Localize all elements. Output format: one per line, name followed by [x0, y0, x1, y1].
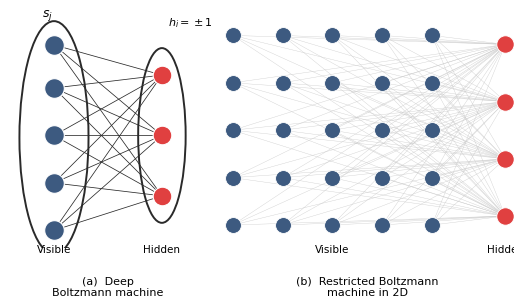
Point: [501, 214, 509, 218]
Point: [501, 42, 509, 47]
Text: Visible: Visible: [315, 246, 350, 255]
Point: [279, 128, 287, 133]
Point: [279, 223, 287, 227]
Point: [50, 181, 58, 185]
Text: $s_j$: $s_j$: [42, 8, 53, 23]
Point: [378, 80, 387, 85]
Point: [428, 223, 436, 227]
Point: [50, 228, 58, 233]
Point: [428, 128, 436, 133]
Text: $h_i = \pm 1$: $h_i = \pm 1$: [169, 16, 213, 30]
Point: [328, 128, 337, 133]
Point: [279, 175, 287, 180]
Point: [378, 33, 387, 38]
Point: [428, 80, 436, 85]
Point: [328, 223, 337, 227]
Point: [378, 175, 387, 180]
Point: [378, 128, 387, 133]
Point: [229, 223, 237, 227]
Point: [158, 194, 166, 198]
Point: [50, 133, 58, 138]
Point: [229, 80, 237, 85]
Point: [428, 175, 436, 180]
Text: Hidden: Hidden: [487, 246, 514, 255]
Text: (b)  Restricted Boltzmann
machine in 2D: (b) Restricted Boltzmann machine in 2D: [296, 277, 439, 298]
Text: Visible: Visible: [37, 246, 71, 255]
Point: [229, 175, 237, 180]
Point: [328, 175, 337, 180]
Point: [328, 80, 337, 85]
Point: [158, 133, 166, 138]
Point: [279, 33, 287, 38]
Point: [428, 33, 436, 38]
Point: [378, 223, 387, 227]
Point: [328, 33, 337, 38]
Point: [279, 80, 287, 85]
Point: [158, 73, 166, 78]
Point: [501, 99, 509, 104]
Point: [50, 85, 58, 90]
Point: [229, 33, 237, 38]
Point: [501, 156, 509, 161]
Point: [229, 128, 237, 133]
Text: Hidden: Hidden: [143, 246, 180, 255]
Text: (a)  Deep
Boltzmann machine: (a) Deep Boltzmann machine: [52, 277, 163, 298]
Point: [50, 43, 58, 47]
